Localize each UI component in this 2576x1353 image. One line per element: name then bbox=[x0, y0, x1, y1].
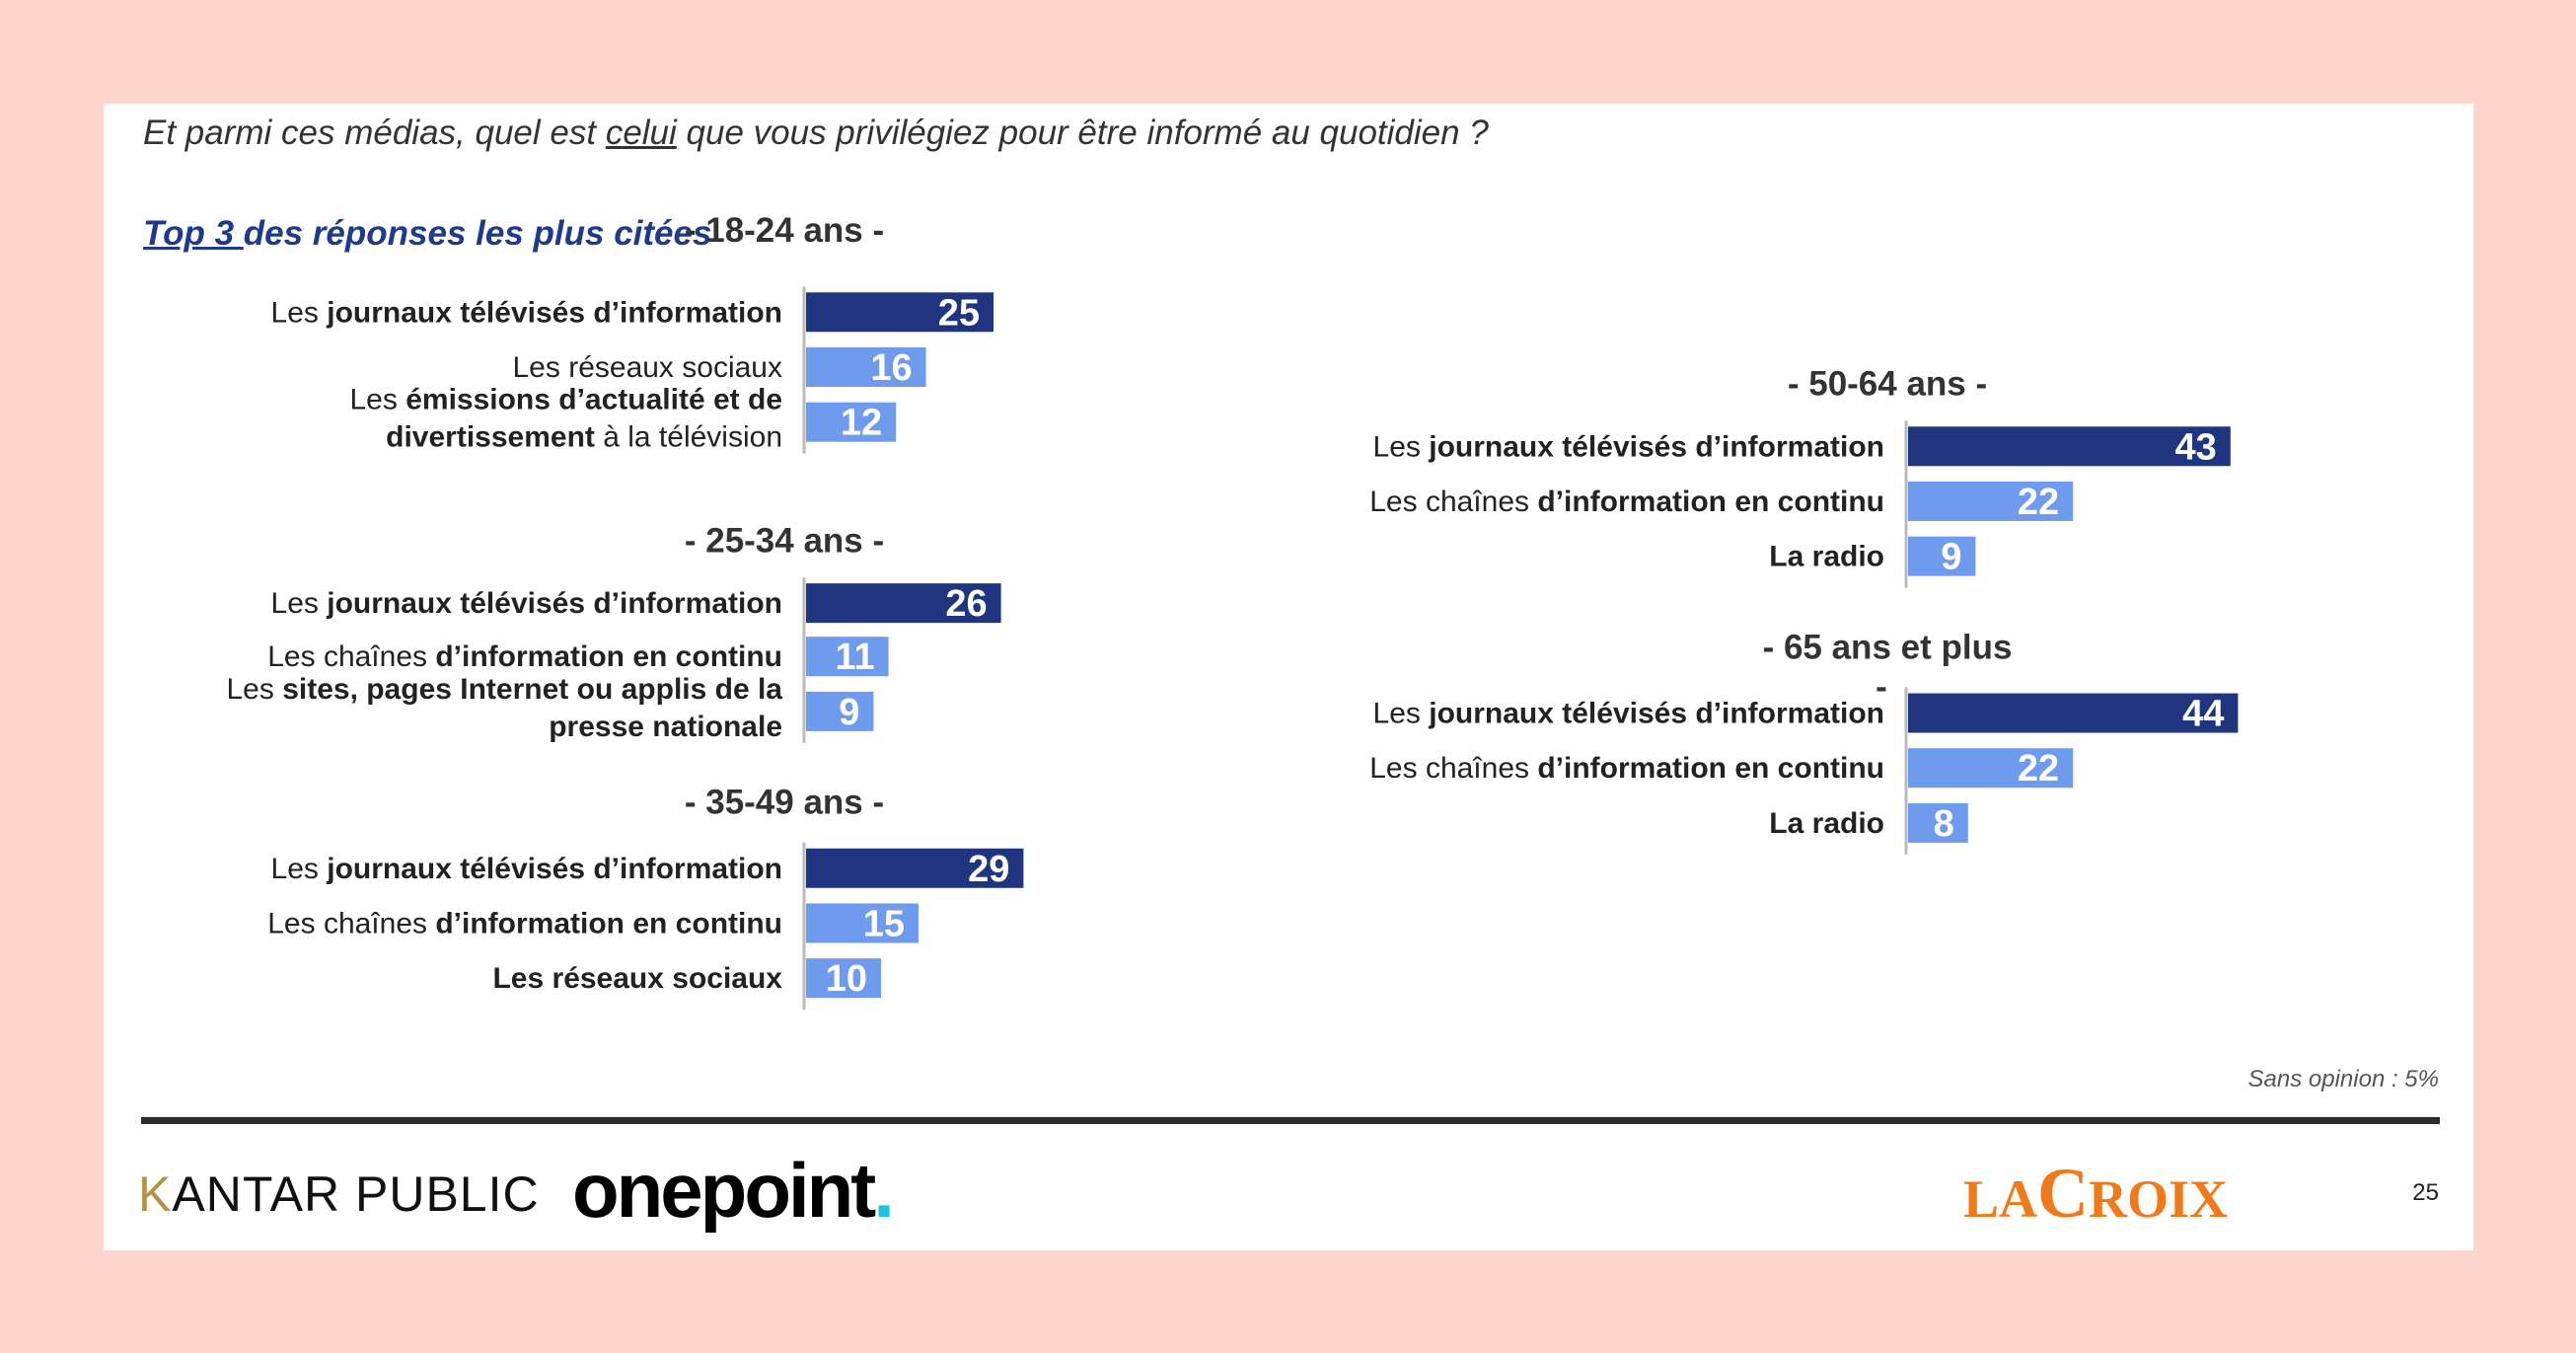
category-label: La radio bbox=[1769, 541, 1884, 573]
data-label: 26 bbox=[945, 583, 987, 625]
category-label: Les réseaux sociaux bbox=[492, 962, 782, 995]
onepoint-logo: onepoint. bbox=[572, 1147, 895, 1234]
group-title: - 50-64 ans - bbox=[1788, 364, 1987, 403]
group-title-suffix: - bbox=[1876, 667, 1887, 706]
slide: Et parmi ces médias, quel est celui que … bbox=[104, 104, 2473, 1250]
chart-group-2: - 25-34 ans - 26 Les journaux télévisés d’… bbox=[226, 521, 1001, 743]
data-label: 9 bbox=[839, 692, 859, 733]
data-label: 12 bbox=[841, 403, 882, 444]
group-title: - 18-24 ans - bbox=[685, 211, 884, 250]
category-label: Les émissions d’actualité et de divertiss… bbox=[349, 384, 782, 454]
bar bbox=[1908, 426, 2231, 467]
category-label: Les journaux télévisés d’information bbox=[271, 853, 782, 885]
chart-group-1: - 18-24 ans - 25 Les journaux télévisés d’… bbox=[271, 211, 994, 454]
data-label: 11 bbox=[835, 637, 874, 678]
data-label: 10 bbox=[826, 958, 867, 1000]
data-label: 8 bbox=[1934, 803, 1954, 845]
group-title: - 25-34 ans - bbox=[685, 521, 884, 560]
group-title: - 35-49 ans - bbox=[685, 784, 884, 822]
bar bbox=[806, 848, 1024, 888]
bar bbox=[806, 903, 919, 943]
bar bbox=[806, 691, 874, 731]
data-label: 43 bbox=[2175, 426, 2217, 468]
bar bbox=[1908, 748, 2074, 789]
chart-group-5: - 65 ans et plus- 44 Les journaux télévisé… bbox=[1369, 628, 2239, 855]
bar bbox=[806, 583, 1001, 624]
category-label: Les chaînes d’information en continu bbox=[1369, 486, 1884, 518]
category-label: Les journaux télévisés d’information bbox=[1373, 698, 1884, 730]
category-label: La radio bbox=[1769, 807, 1884, 840]
category-label: Les chaînes d’information en continu bbox=[267, 640, 782, 673]
group-title: - 65 ans et plus bbox=[1763, 628, 2013, 666]
category-label: Les journaux télévisés d’information bbox=[271, 296, 782, 329]
category-label: Les journaux télévisés d’information bbox=[1373, 430, 1884, 463]
page-number: 25 bbox=[2412, 1179, 2439, 1206]
category-label: Les réseaux sociaux bbox=[513, 351, 783, 384]
category-label: Les sites, pages Internet ou applis de l… bbox=[226, 673, 782, 743]
category-label: Les chaînes d’information en continu bbox=[1369, 752, 1884, 785]
bar bbox=[806, 637, 889, 677]
kantar-public-logo: KANTAR PUBLIC bbox=[138, 1166, 540, 1222]
la-croix-logo: LACROIX bbox=[1963, 1154, 2229, 1233]
data-label: 44 bbox=[2182, 694, 2224, 735]
data-label: 16 bbox=[870, 347, 912, 389]
data-label: 22 bbox=[2018, 482, 2059, 523]
question-underlined-word: celui bbox=[605, 113, 677, 152]
question-text: Et parmi ces médias, quel est celui que … bbox=[143, 113, 1489, 152]
bar bbox=[806, 402, 897, 442]
bar bbox=[806, 346, 926, 387]
chart-group-4: - 50-64 ans - 43 Les journaux télévisés d’… bbox=[1369, 364, 2231, 588]
bar bbox=[806, 292, 994, 333]
bar bbox=[806, 958, 881, 999]
category-label: Les journaux télévisés d’information bbox=[271, 587, 782, 620]
data-label: 25 bbox=[938, 292, 980, 334]
sans-opinion-note: Sans opinion : 5% bbox=[2247, 1066, 2439, 1092]
footer-divider bbox=[141, 1117, 2440, 1124]
age-group-bar-charts: - 18-24 ans - 25 Les journaux télévisés d’… bbox=[226, 211, 2239, 1011]
category-label: Les chaînes d’information en continu bbox=[267, 907, 782, 940]
data-label: 29 bbox=[968, 849, 1009, 890]
bar bbox=[1908, 802, 1968, 843]
chart-subtitle: Top 3 des réponses les plus citées bbox=[143, 214, 712, 253]
data-label: 22 bbox=[2018, 748, 2059, 789]
data-label: 9 bbox=[1941, 537, 1961, 578]
bar bbox=[1908, 693, 2239, 733]
bar bbox=[1908, 536, 1976, 576]
data-label: 15 bbox=[863, 903, 905, 944]
chart-group-3: - 35-49 ans - 29 Les journaux télévisés d’… bbox=[267, 784, 1024, 1011]
bar bbox=[1908, 481, 2074, 521]
